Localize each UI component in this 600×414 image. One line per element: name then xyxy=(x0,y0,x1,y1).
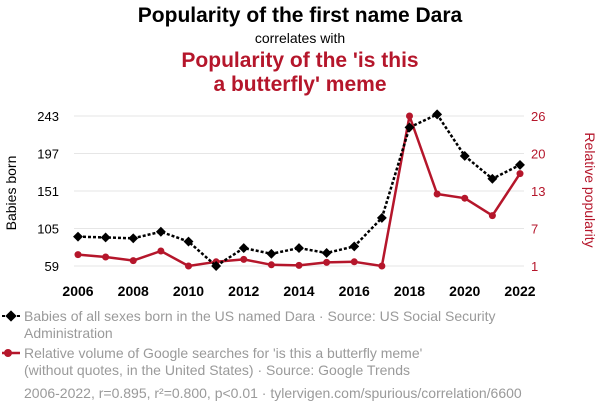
y-axis-right-title: Relative popularity xyxy=(582,132,598,247)
point-babies xyxy=(349,241,360,252)
point-searches xyxy=(74,251,82,259)
point-babies xyxy=(73,231,83,242)
legend: Babies of all sexes born in the US named… xyxy=(2,308,496,378)
x-tick: 2012 xyxy=(228,283,259,299)
y-tick-left: 105 xyxy=(37,222,59,237)
x-tick: 2008 xyxy=(118,283,149,299)
point-searches xyxy=(102,253,110,261)
point-babies xyxy=(183,236,194,247)
point-babies xyxy=(376,212,387,223)
y-axis-right: 26 20 13 7 1 xyxy=(531,109,545,274)
point-searches xyxy=(157,247,165,255)
point-searches xyxy=(488,212,496,220)
chart-title2-line1: Popularity of the 'is this xyxy=(181,49,418,72)
x-tick: 2010 xyxy=(173,283,204,299)
point-babies xyxy=(238,243,249,254)
legend-text-1a: Babies of all sexes born in the US named… xyxy=(24,308,496,324)
point-babies xyxy=(515,159,525,170)
y-tick-right: 20 xyxy=(531,147,545,162)
x-tick: 2016 xyxy=(339,283,370,299)
x-tick: 2006 xyxy=(62,283,93,299)
point-searches xyxy=(185,262,192,270)
point-babies xyxy=(266,248,277,259)
y-tick-left: 197 xyxy=(37,147,59,162)
x-tick: 2022 xyxy=(504,283,535,299)
legend-text-2b: (without quotes, in the United States) ·… xyxy=(24,362,410,378)
point-searches xyxy=(378,262,386,270)
footer-stats: 2006-2022, r=0.895, r²=0.800, p<0.01 · t… xyxy=(24,385,522,401)
x-tick: 2020 xyxy=(449,283,480,299)
point-babies xyxy=(211,261,222,271)
point-babies xyxy=(294,243,304,254)
y-tick-left: 151 xyxy=(37,184,59,199)
y-tick-right: 13 xyxy=(531,184,545,199)
chart-title: Popularity of the first name Dara xyxy=(138,4,463,27)
x-axis: 2006 2008 2010 2012 2014 2016 2018 2020 2022 xyxy=(62,283,535,299)
series-group xyxy=(73,109,525,271)
chart-title2-line2: a butterfly' meme xyxy=(213,73,386,96)
point-babies xyxy=(321,248,332,258)
y-axis-left: 243 197 151 105 59 xyxy=(37,109,59,274)
point-babies xyxy=(128,233,139,244)
point-searches xyxy=(240,255,248,263)
point-babies xyxy=(100,232,111,243)
legend-marker-2 xyxy=(4,349,12,357)
legend-marker-1 xyxy=(5,310,17,322)
chart-subtitle: correlates with xyxy=(255,30,345,46)
series-line-babies xyxy=(77,113,521,268)
point-searches xyxy=(267,261,275,269)
point-babies xyxy=(459,150,470,161)
legend-text-2a: Relative volume of Google searches for '… xyxy=(24,345,422,361)
x-tick: 2014 xyxy=(283,283,314,299)
point-searches xyxy=(406,112,413,120)
point-searches xyxy=(295,261,303,269)
y-tick-right: 1 xyxy=(531,259,538,274)
point-babies xyxy=(487,173,498,184)
point-searches xyxy=(516,170,524,178)
x-tick: 2018 xyxy=(394,283,425,299)
point-searches xyxy=(350,258,358,266)
y-axis-left-title: Babies born xyxy=(3,156,19,231)
point-searches xyxy=(323,258,331,266)
y-tick-right: 7 xyxy=(531,222,538,237)
point-searches xyxy=(129,257,137,265)
point-babies xyxy=(155,226,166,237)
legend-text-1b: Administration xyxy=(24,325,113,341)
point-searches xyxy=(433,190,441,198)
point-searches xyxy=(461,194,469,202)
y-tick-left: 59 xyxy=(45,259,59,274)
y-tick-left: 243 xyxy=(37,109,59,124)
y-tick-right: 26 xyxy=(531,109,545,124)
